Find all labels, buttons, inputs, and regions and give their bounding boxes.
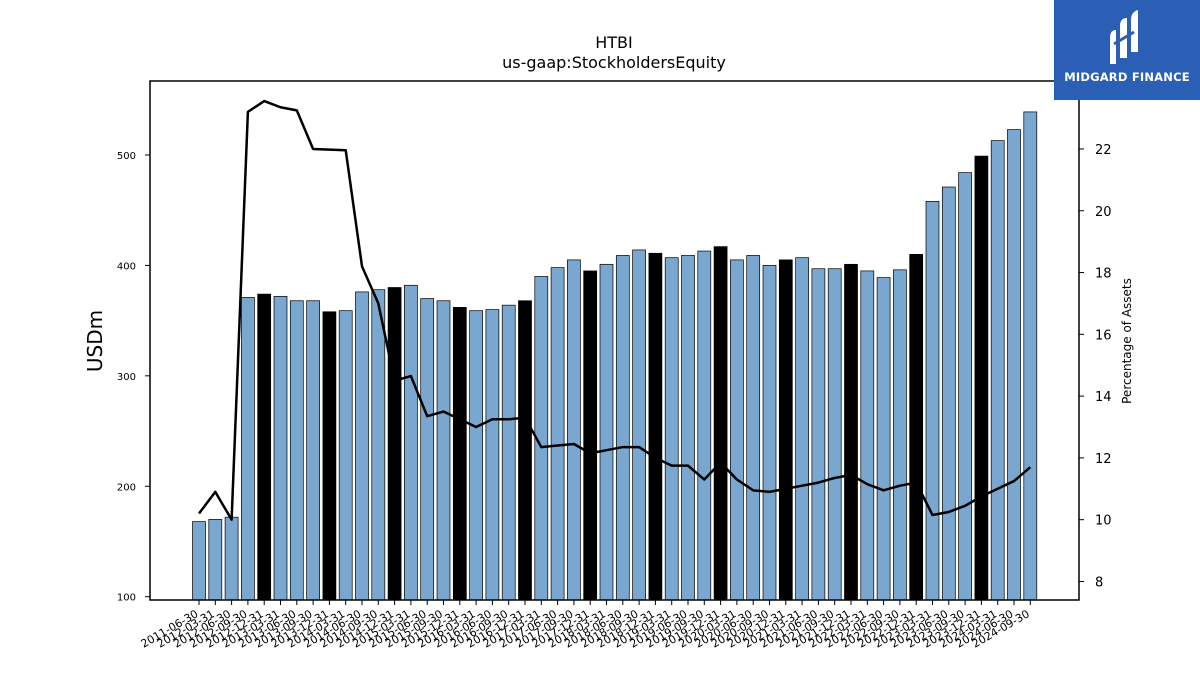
bar bbox=[632, 249, 646, 601]
y-tick-label: 500 bbox=[117, 151, 136, 162]
bar bbox=[567, 259, 581, 601]
bar bbox=[941, 186, 956, 601]
bar bbox=[501, 304, 516, 601]
y2-tick-label: 14 bbox=[1095, 390, 1112, 405]
bar bbox=[844, 263, 858, 601]
brand-name: MIDGARD FINANCE bbox=[1064, 70, 1190, 84]
bar bbox=[762, 265, 777, 601]
bar bbox=[876, 277, 891, 601]
y-tick-label: 300 bbox=[117, 372, 136, 383]
bar bbox=[909, 254, 924, 601]
bar bbox=[355, 291, 369, 601]
bar bbox=[485, 309, 500, 601]
bar bbox=[615, 255, 630, 601]
y2-tick-label: 16 bbox=[1095, 328, 1112, 343]
bar bbox=[860, 270, 875, 601]
y-axis-right: 8 10 12 14 16 18 20 22 bbox=[1079, 143, 1112, 590]
bar bbox=[827, 268, 842, 601]
bar bbox=[387, 287, 402, 601]
bar bbox=[990, 140, 1005, 601]
y-tick-label: 200 bbox=[117, 482, 136, 493]
bar bbox=[436, 300, 451, 601]
percentage-line bbox=[198, 99, 1032, 521]
y2-axis-label: Percentage of Assets bbox=[1120, 278, 1134, 404]
y2-tick-label: 10 bbox=[1095, 514, 1112, 529]
y-tick-label: 100 bbox=[117, 593, 136, 604]
bar bbox=[795, 257, 809, 601]
y2-tick-label: 8 bbox=[1095, 575, 1103, 590]
y2-tick-label: 12 bbox=[1095, 452, 1112, 467]
plot-frame bbox=[149, 80, 1080, 601]
bar bbox=[811, 268, 826, 601]
x-axis: 2011-06-302012-03-312012-06-302012-09-30… bbox=[139, 600, 1032, 651]
y2-tick-label: 20 bbox=[1095, 205, 1112, 220]
midgard-logo-icon bbox=[1110, 10, 1138, 64]
bar bbox=[583, 270, 598, 601]
bar bbox=[518, 300, 532, 601]
brand-logo: MIDGARD FINANCE bbox=[1054, 0, 1200, 100]
bar bbox=[1023, 111, 1038, 601]
bar bbox=[257, 293, 272, 601]
bar bbox=[208, 519, 223, 601]
bar bbox=[469, 310, 483, 601]
bar bbox=[1007, 129, 1021, 601]
bar bbox=[452, 307, 467, 601]
bar bbox=[322, 311, 337, 601]
bar bbox=[273, 295, 288, 601]
bar bbox=[730, 259, 744, 601]
bar bbox=[648, 252, 663, 601]
bar bbox=[664, 257, 679, 601]
y-axis-label: USDm bbox=[83, 310, 107, 372]
bar bbox=[338, 310, 353, 601]
bar bbox=[420, 298, 435, 601]
bar bbox=[306, 300, 320, 601]
line-group bbox=[198, 99, 1032, 521]
bar bbox=[697, 250, 712, 601]
bar bbox=[241, 297, 255, 601]
bar bbox=[224, 516, 239, 601]
chart-subtitle: us-gaap:StockholdersEquity bbox=[502, 53, 726, 72]
bar bbox=[371, 289, 386, 601]
bar bbox=[599, 263, 614, 601]
y-tick-label: 400 bbox=[117, 261, 136, 272]
y2-tick-label: 18 bbox=[1095, 267, 1112, 282]
bar bbox=[958, 172, 972, 601]
bar bbox=[925, 201, 940, 601]
bar bbox=[974, 155, 989, 601]
y-axis-left: 100 200 300 400 500 bbox=[117, 151, 150, 604]
bar bbox=[404, 284, 418, 601]
bar bbox=[893, 269, 907, 601]
bar bbox=[713, 246, 728, 601]
bar bbox=[550, 267, 565, 601]
bars-group bbox=[192, 111, 1038, 601]
bar bbox=[681, 255, 695, 601]
bar bbox=[746, 255, 761, 601]
bar bbox=[192, 521, 206, 601]
chart-title: HTBI bbox=[595, 33, 633, 52]
bar bbox=[289, 300, 304, 601]
bar bbox=[778, 259, 793, 601]
y2-tick-label: 22 bbox=[1095, 143, 1112, 158]
